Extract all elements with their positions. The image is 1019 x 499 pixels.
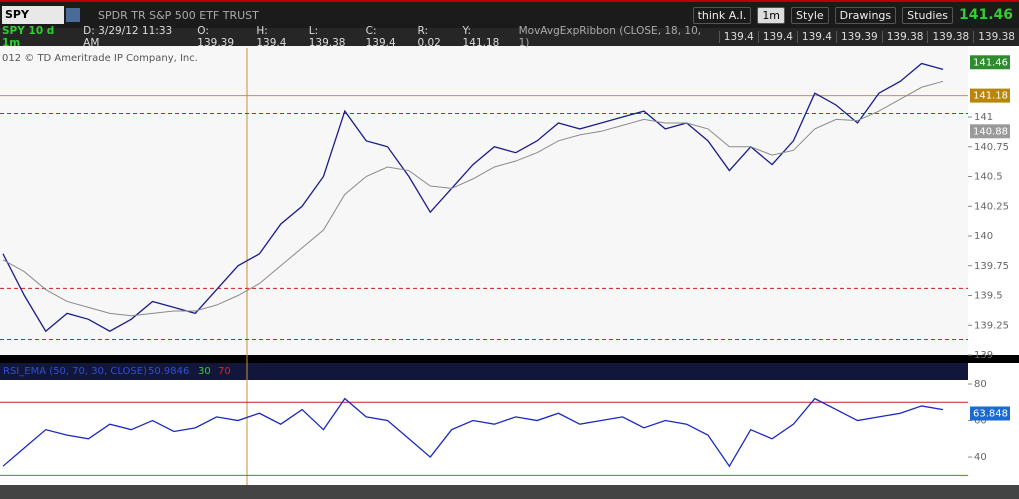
info-bar: SPY 10 d 1m D: 3/29/12 11:33 AM O: 139.39… [0,25,1019,49]
price-axis [968,46,1019,355]
fields: D: 3/29/12 11:33 AM O: 139.39 H: 139.4 L: 1… [83,25,518,49]
last-price: 141.46 [958,7,1013,23]
price-tag [970,55,1010,70]
study-value: 139.38 [973,31,1019,43]
rsi-panel [0,380,968,485]
rsi-axis [968,363,1019,485]
rsi-header [0,363,968,380]
y-tick-label: 140.25 [974,201,1009,212]
y-tick-label: 140 [974,231,993,242]
y-tick-label: 141 [974,112,993,123]
description: SPDR TR S&P 500 ETF TRUST [98,8,259,22]
study-value: 139.38 [927,31,973,43]
y-tick-label: 40 [974,452,987,463]
study-values: 139.4 139.4 139.4 139.39 139.38 139.38 139.38 [718,31,1019,43]
study-value: 139.4 [757,31,797,43]
price-tag-label: 140.88 [973,126,1008,137]
y-tick-label: 139.75 [974,261,1009,272]
series-line [2,62,944,333]
y-tick-label: 140.75 [974,142,1009,153]
study-value: 139.38 [881,31,928,43]
price-tag [970,406,1010,421]
studies-button[interactable]: Studies [902,6,953,24]
y-tick-label: 139 [974,350,993,361]
toolbar: SPY SPDR TR S&P 500 ETF TRUST think A.I.… [0,0,1019,28]
price-tag-label: 141.46 [973,57,1008,68]
interval-button[interactable]: 1m [757,6,786,24]
y-tick-label: 80 [974,379,987,390]
study-value: 139.4 [796,31,836,43]
y-tick-label: 60 [974,416,987,427]
info-field: H: 139.4 [256,25,287,49]
rsi-oversold: 30 [198,366,211,377]
rsi-study: RSI_EMA (50, 70, 30, CLOSE) [3,366,147,377]
series-line [2,397,944,468]
symbol-input[interactable]: SPY [2,6,64,24]
footer [0,485,1019,499]
rsi-overbought: 70 [218,366,231,377]
price-tag [970,88,1010,103]
study-value: 139.39 [835,31,882,43]
y-tick-label: 139.25 [974,320,1009,331]
info-field: R: 0.02 [417,25,441,49]
info-field: O: 139.39 [197,25,235,49]
study-label: MovAvgExpRibbon (CLOSE, 18, 10, 1) [518,25,702,49]
drawings-button[interactable]: Drawings [834,6,897,24]
chart-label: SPY 10 d 1m [2,25,55,49]
info-field: D: 3/29/12 11:33 AM [83,25,173,49]
series-line [2,80,944,317]
price-tag [970,124,1010,139]
info-field: C: 139.4 [365,25,396,49]
study-value: 139.4 [718,31,758,43]
price-panel [0,46,968,355]
price-tag-label: 63.848 [973,409,1008,420]
rsi-value: 50.9846 [148,366,189,377]
info-field: Y: 141.18 [462,25,500,49]
price-tag-label: 141.18 [973,91,1008,102]
think-ai-button[interactable]: think A.I. [692,6,752,24]
info-field: L: 139.38 [308,25,346,49]
y-tick-label: 139.5 [974,291,1003,302]
style-button[interactable]: Style [791,6,829,24]
dropdown[interactable] [66,8,80,22]
y-tick-label: 140.5 [974,172,1003,183]
copyright: 012 © TD Ameritrade IP Company, Inc. [2,53,198,64]
